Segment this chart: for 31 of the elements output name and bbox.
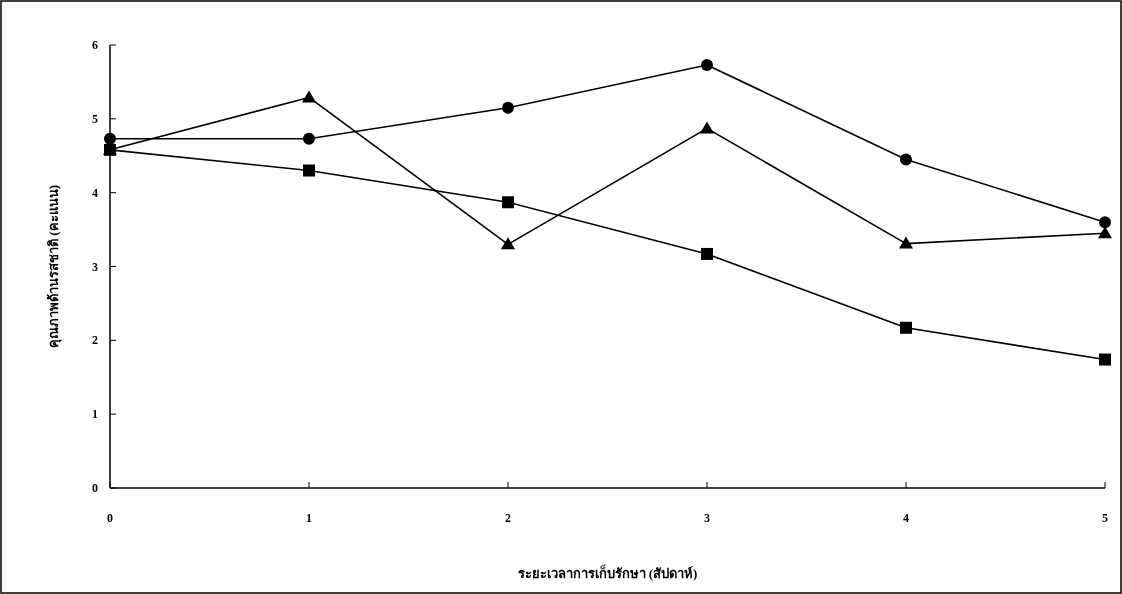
point (899, 236, 913, 249)
y-tick-label: 6 (92, 38, 98, 52)
point (104, 132, 116, 145)
point (701, 247, 713, 260)
point (900, 321, 912, 334)
point (303, 132, 315, 145)
y-axis-title: คุณภาพด้านรสชาติ (คะแนน) (46, 185, 62, 348)
y-tick-label: 2 (92, 333, 98, 348)
y-tick-label: 0 (92, 481, 98, 495)
point (501, 237, 515, 250)
point (502, 196, 514, 209)
point (1098, 226, 1112, 239)
x-tick-label: 2 (505, 511, 511, 525)
point (900, 153, 912, 166)
point (302, 90, 316, 103)
x-tick-label: 3 (704, 511, 710, 525)
y-tick-label: 3 (92, 259, 98, 274)
x-tick-label: 0 (107, 511, 113, 525)
x-axis-title: ระยะเวลาการเก็บรักษา (สัปดาห์) (517, 564, 698, 581)
point (1099, 353, 1111, 366)
x-tick-label: 4 (903, 511, 909, 525)
point (700, 121, 714, 134)
y-tick-label: 5 (92, 111, 98, 126)
x-tick-label: 5 (1102, 511, 1108, 525)
point (502, 101, 514, 114)
y-tick-label: 1 (92, 407, 98, 422)
y-tick-label: 4 (92, 185, 98, 200)
point (303, 164, 315, 177)
point (1099, 216, 1111, 229)
x-tick-label: 1 (306, 511, 312, 525)
point (701, 58, 713, 71)
